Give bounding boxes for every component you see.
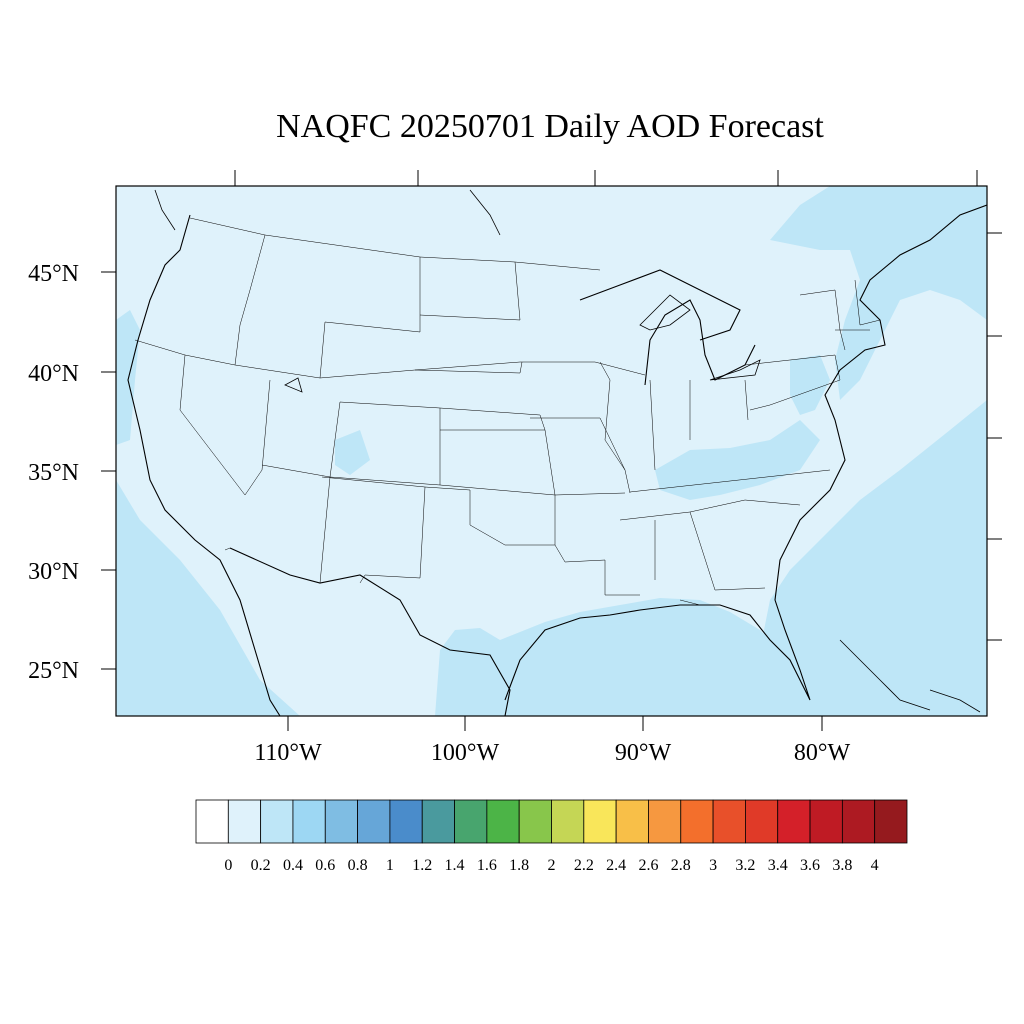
colorbar-label: 1.2 (412, 857, 432, 874)
map-title: NAQFC 20250701 Daily AOD Forecast (276, 108, 824, 145)
axis-ticks (101, 170, 1002, 731)
colorbar-label: 0.4 (283, 857, 303, 874)
lon-label: 110°W (254, 740, 322, 766)
colorbar-swatch (583, 799, 617, 844)
colorbar-swatch (486, 799, 520, 844)
colorbar-swatch (712, 799, 746, 844)
colorbar-label: 1.6 (477, 857, 497, 874)
colorbar-swatch (195, 799, 229, 844)
colorbar-label: 2.4 (606, 857, 626, 874)
colorbar-swatch (809, 799, 843, 844)
lat-label: 40°N (28, 361, 79, 387)
lat-label: 25°N (28, 658, 79, 684)
colorbar-label: 0 (224, 857, 232, 874)
colorbar-swatch (518, 799, 552, 844)
colorbar-swatch (324, 799, 358, 844)
colorbar-label: 0.8 (348, 857, 368, 874)
aod-field (116, 186, 987, 716)
boundaries (127, 189, 987, 716)
colorbar-label: 1.4 (445, 857, 465, 874)
lon-label: 80°W (794, 740, 851, 766)
colorbar-label: 2.2 (574, 857, 594, 874)
colorbar-label: 0.6 (315, 857, 335, 874)
colorbar-swatch (745, 799, 779, 844)
colorbar-swatch (648, 799, 682, 844)
us-coastline (127, 204, 987, 716)
lat-label: 45°N (28, 261, 79, 287)
aod-pacific-region (116, 310, 140, 445)
colorbar-swatch (357, 799, 391, 844)
aod-atlantic-region (760, 186, 987, 716)
colorbar-label: 0.2 (251, 857, 271, 874)
colorbar-swatch (680, 799, 714, 844)
colorbar-label: 3.2 (735, 857, 755, 874)
colorbar-label: 1 (386, 857, 394, 874)
colorbar-label: 2.8 (671, 857, 691, 874)
colorbar-swatch (292, 799, 326, 844)
colorbar-label: 1.8 (509, 857, 529, 874)
colorbar-label: 3.4 (768, 857, 788, 874)
colorbar-swatch (421, 799, 455, 844)
colorbar-label: 4 (871, 857, 879, 874)
colorbar-swatch (389, 799, 423, 844)
lon-labels: 110°W 100°W 90°W 80°W (254, 740, 850, 766)
lat-labels: 45°N 40°N 35°N 30°N 25°N (28, 261, 79, 684)
colorbar-swatch (874, 799, 908, 844)
aod-gulf-region (435, 598, 840, 716)
colorbar-swatch (777, 799, 811, 844)
colorbar-label: 3.8 (832, 857, 852, 874)
colorbar-label: 2.6 (638, 857, 658, 874)
aod-mid-atlantic (790, 355, 830, 415)
colorbar-label: 2 (548, 857, 556, 874)
lat-label: 30°N (28, 559, 79, 585)
coastal-detail (154, 189, 981, 713)
colorbar-swatch (615, 799, 649, 844)
map-panel: 45°N 40°N 35°N 30°N 25°N 110°W 100°W 90°… (28, 170, 1002, 766)
aod-pacific-south (116, 480, 300, 716)
colorbar-swatch (454, 799, 488, 844)
lat-label: 35°N (28, 460, 79, 486)
colorbar-label: 3 (709, 857, 717, 874)
state-borders (134, 217, 881, 606)
colorbar-label: 3.6 (800, 857, 820, 874)
lon-label: 90°W (615, 740, 672, 766)
colorbar-swatch (841, 799, 876, 844)
colorbar: 0 0.2 0.4 0.6 0.8 1 1.2 1.4 1.6 1.8 2 2.2 2.4 2.6 2.8 3… (195, 799, 908, 874)
colorbar-swatch (227, 799, 262, 844)
colorbar-swatch (551, 799, 585, 844)
aod-southwest-patch (335, 430, 370, 475)
colorbar-swatch (260, 799, 294, 844)
aod-ohio-valley (655, 420, 820, 500)
lon-label: 100°W (431, 740, 500, 766)
map-frame (115, 185, 988, 717)
